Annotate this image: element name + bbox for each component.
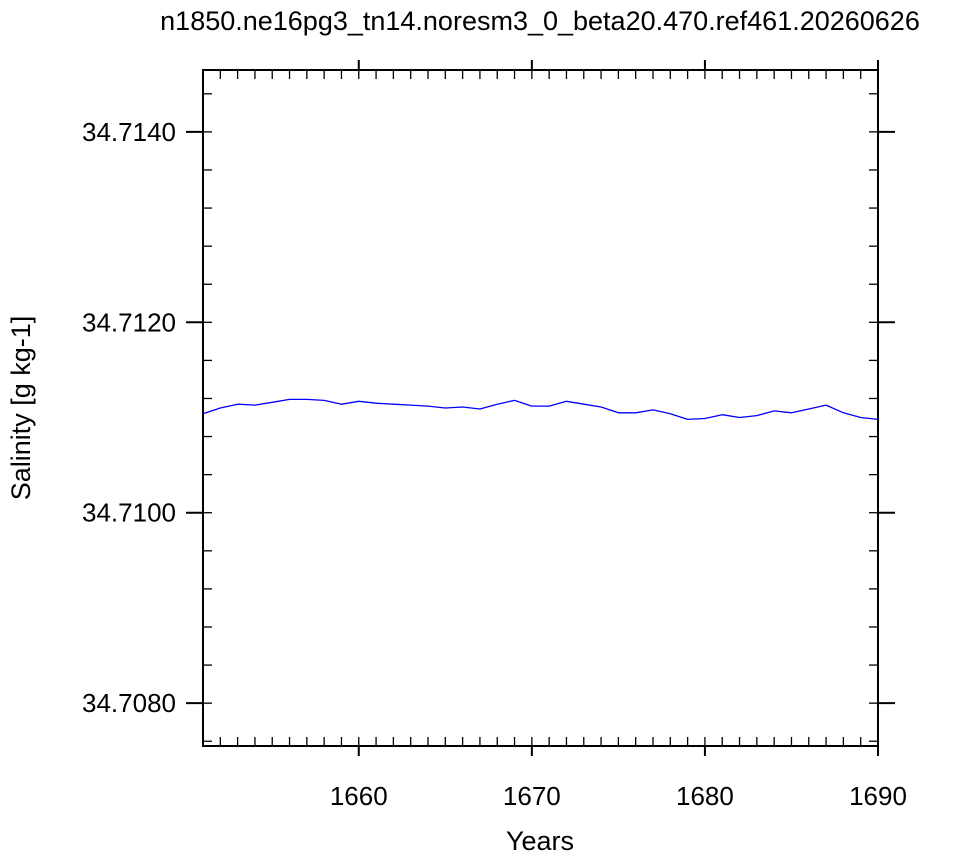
y-tick-label: 34.7100 <box>82 498 176 528</box>
y-axis-title: Salinity [g kg-1] <box>6 316 36 501</box>
y-tick-label: 34.7080 <box>82 688 176 718</box>
y-tick-label: 34.7140 <box>82 117 176 147</box>
x-tick-label: 1670 <box>503 781 561 811</box>
axis-ticks <box>186 60 895 756</box>
x-tick-label: 1690 <box>849 781 907 811</box>
x-tick-label: 1660 <box>330 781 388 811</box>
chart-title: n1850.ne16pg3_tn14.noresm3_0_beta20.470.… <box>160 6 920 36</box>
salinity-series-line <box>202 398 879 421</box>
y-tick-label: 34.7120 <box>82 307 176 337</box>
x-axis-title: Years <box>506 826 574 856</box>
tick-labels: 1660 1670 1680 1690 34.7080 34.7100 34.7120 34.… <box>82 117 907 811</box>
x-tick-label: 1680 <box>676 781 734 811</box>
plot-frame <box>202 69 879 747</box>
